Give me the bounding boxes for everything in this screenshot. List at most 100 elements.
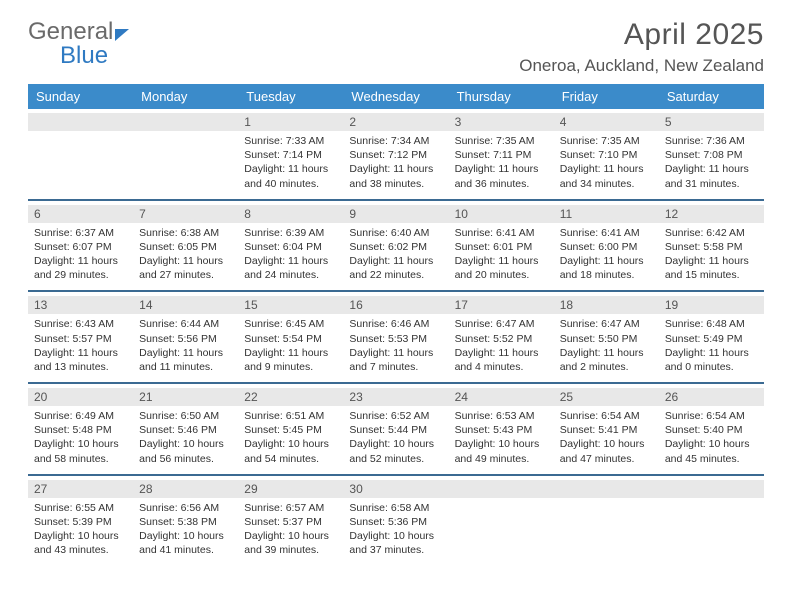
daylight-text: Daylight: 11 hours and 4 minutes. xyxy=(455,346,548,374)
sunrise-text: Sunrise: 6:55 AM xyxy=(34,501,127,515)
sunset-text: Sunset: 5:43 PM xyxy=(455,423,548,437)
day-number: 23 xyxy=(343,388,448,406)
day-cell xyxy=(133,109,238,199)
day-number: 9 xyxy=(343,205,448,223)
logo-text-2: Blue xyxy=(60,42,108,69)
sunset-text: Sunset: 5:49 PM xyxy=(665,332,758,346)
daylight-text: Daylight: 11 hours and 20 minutes. xyxy=(455,254,548,282)
daylight-text: Daylight: 11 hours and 29 minutes. xyxy=(34,254,127,282)
day-cell: 5Sunrise: 7:36 AMSunset: 7:08 PMDaylight… xyxy=(659,109,764,199)
day-cell: 8Sunrise: 6:39 AMSunset: 6:04 PMDaylight… xyxy=(238,201,343,291)
sunset-text: Sunset: 5:58 PM xyxy=(665,240,758,254)
sunrise-text: Sunrise: 6:39 AM xyxy=(244,226,337,240)
day-cell: 19Sunrise: 6:48 AMSunset: 5:49 PMDayligh… xyxy=(659,292,764,382)
sunset-text: Sunset: 5:37 PM xyxy=(244,515,337,529)
location-subtitle: Oneroa, Auckland, New Zealand xyxy=(519,56,764,76)
day-cell: 23Sunrise: 6:52 AMSunset: 5:44 PMDayligh… xyxy=(343,384,448,474)
sunset-text: Sunset: 5:45 PM xyxy=(244,423,337,437)
sunset-text: Sunset: 7:10 PM xyxy=(560,148,653,162)
header: General April 2025 Oneroa, Auckland, New… xyxy=(28,18,764,76)
sunset-text: Sunset: 6:00 PM xyxy=(560,240,653,254)
daylight-text: Daylight: 10 hours and 37 minutes. xyxy=(349,529,442,557)
day-cell: 15Sunrise: 6:45 AMSunset: 5:54 PMDayligh… xyxy=(238,292,343,382)
day-cell: 20Sunrise: 6:49 AMSunset: 5:48 PMDayligh… xyxy=(28,384,133,474)
day-cell: 1Sunrise: 7:33 AMSunset: 7:14 PMDaylight… xyxy=(238,109,343,199)
day-header: Saturday xyxy=(659,84,764,109)
sunset-text: Sunset: 5:48 PM xyxy=(34,423,127,437)
week-row: 6Sunrise: 6:37 AMSunset: 6:07 PMDaylight… xyxy=(28,201,764,293)
day-header: Sunday xyxy=(28,84,133,109)
day-cell: 22Sunrise: 6:51 AMSunset: 5:45 PMDayligh… xyxy=(238,384,343,474)
sunrise-text: Sunrise: 6:46 AM xyxy=(349,317,442,331)
day-number: 5 xyxy=(659,113,764,131)
day-number: 29 xyxy=(238,480,343,498)
sunset-text: Sunset: 5:41 PM xyxy=(560,423,653,437)
daylight-text: Daylight: 11 hours and 0 minutes. xyxy=(665,346,758,374)
sunset-text: Sunset: 5:46 PM xyxy=(139,423,232,437)
day-number: 15 xyxy=(238,296,343,314)
day-cell: 2Sunrise: 7:34 AMSunset: 7:12 PMDaylight… xyxy=(343,109,448,199)
day-cell: 18Sunrise: 6:47 AMSunset: 5:50 PMDayligh… xyxy=(554,292,659,382)
day-number: 18 xyxy=(554,296,659,314)
day-cell: 28Sunrise: 6:56 AMSunset: 5:38 PMDayligh… xyxy=(133,476,238,566)
day-number: 10 xyxy=(449,205,554,223)
day-number: 26 xyxy=(659,388,764,406)
day-cell: 30Sunrise: 6:58 AMSunset: 5:36 PMDayligh… xyxy=(343,476,448,566)
sunrise-text: Sunrise: 6:48 AM xyxy=(665,317,758,331)
sunrise-text: Sunrise: 6:50 AM xyxy=(139,409,232,423)
day-number xyxy=(133,113,238,131)
sunset-text: Sunset: 6:01 PM xyxy=(455,240,548,254)
sunrise-text: Sunrise: 6:47 AM xyxy=(455,317,548,331)
sunrise-text: Sunrise: 6:57 AM xyxy=(244,501,337,515)
daylight-text: Daylight: 11 hours and 31 minutes. xyxy=(665,162,758,190)
sunset-text: Sunset: 5:54 PM xyxy=(244,332,337,346)
sunset-text: Sunset: 7:12 PM xyxy=(349,148,442,162)
day-number: 17 xyxy=(449,296,554,314)
daylight-text: Daylight: 10 hours and 41 minutes. xyxy=(139,529,232,557)
day-number xyxy=(28,113,133,131)
sunrise-text: Sunrise: 6:49 AM xyxy=(34,409,127,423)
day-header: Tuesday xyxy=(238,84,343,109)
sunset-text: Sunset: 6:02 PM xyxy=(349,240,442,254)
week-row: 27Sunrise: 6:55 AMSunset: 5:39 PMDayligh… xyxy=(28,476,764,566)
day-header-row: Sunday Monday Tuesday Wednesday Thursday… xyxy=(28,84,764,109)
daylight-text: Daylight: 11 hours and 13 minutes. xyxy=(34,346,127,374)
sunrise-text: Sunrise: 6:40 AM xyxy=(349,226,442,240)
sunrise-text: Sunrise: 6:58 AM xyxy=(349,501,442,515)
daylight-text: Daylight: 11 hours and 24 minutes. xyxy=(244,254,337,282)
sunset-text: Sunset: 5:44 PM xyxy=(349,423,442,437)
day-cell: 12Sunrise: 6:42 AMSunset: 5:58 PMDayligh… xyxy=(659,201,764,291)
week-row: 1Sunrise: 7:33 AMSunset: 7:14 PMDaylight… xyxy=(28,109,764,201)
calendar: Sunday Monday Tuesday Wednesday Thursday… xyxy=(28,84,764,565)
sunrise-text: Sunrise: 6:43 AM xyxy=(34,317,127,331)
sunrise-text: Sunrise: 6:45 AM xyxy=(244,317,337,331)
day-number: 24 xyxy=(449,388,554,406)
week-row: 13Sunrise: 6:43 AMSunset: 5:57 PMDayligh… xyxy=(28,292,764,384)
sunrise-text: Sunrise: 6:54 AM xyxy=(560,409,653,423)
sunset-text: Sunset: 5:57 PM xyxy=(34,332,127,346)
daylight-text: Daylight: 10 hours and 56 minutes. xyxy=(139,437,232,465)
sunset-text: Sunset: 7:14 PM xyxy=(244,148,337,162)
day-cell: 6Sunrise: 6:37 AMSunset: 6:07 PMDaylight… xyxy=(28,201,133,291)
day-cell: 16Sunrise: 6:46 AMSunset: 5:53 PMDayligh… xyxy=(343,292,448,382)
day-number: 16 xyxy=(343,296,448,314)
day-number: 21 xyxy=(133,388,238,406)
sunrise-text: Sunrise: 6:52 AM xyxy=(349,409,442,423)
day-number: 4 xyxy=(554,113,659,131)
day-cell: 25Sunrise: 6:54 AMSunset: 5:41 PMDayligh… xyxy=(554,384,659,474)
day-cell: 14Sunrise: 6:44 AMSunset: 5:56 PMDayligh… xyxy=(133,292,238,382)
daylight-text: Daylight: 11 hours and 15 minutes. xyxy=(665,254,758,282)
daylight-text: Daylight: 11 hours and 34 minutes. xyxy=(560,162,653,190)
day-header: Friday xyxy=(554,84,659,109)
sunset-text: Sunset: 5:52 PM xyxy=(455,332,548,346)
day-cell: 7Sunrise: 6:38 AMSunset: 6:05 PMDaylight… xyxy=(133,201,238,291)
day-cell: 21 Sunrise: 6:50 AMSunset: 5:46 PMDayligh… xyxy=(133,384,238,474)
day-number: 20 xyxy=(28,388,133,406)
daylight-text: Daylight: 11 hours and 36 minutes. xyxy=(455,162,548,190)
day-number: 8 xyxy=(238,205,343,223)
day-number xyxy=(659,480,764,498)
sunrise-text: Sunrise: 6:44 AM xyxy=(139,317,232,331)
day-cell: 4Sunrise: 7:35 AMSunset: 7:10 PMDaylight… xyxy=(554,109,659,199)
day-number: 14 xyxy=(133,296,238,314)
sunset-text: Sunset: 5:56 PM xyxy=(139,332,232,346)
